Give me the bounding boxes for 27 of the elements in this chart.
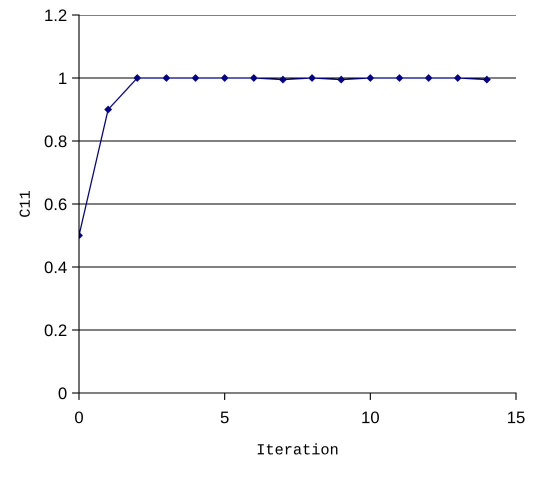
point (396, 74, 404, 82)
point (221, 74, 228, 82)
y-tick-label: 1 (59, 72, 66, 84)
point (134, 74, 141, 82)
x-tick-label: 5 (220, 412, 229, 424)
x-axis-title: Iteration (258, 443, 338, 454)
point (424, 74, 432, 82)
point (338, 76, 345, 84)
point (366, 74, 374, 82)
y-tick-label: 0.2 (44, 324, 66, 336)
y-tick-label: 1.2 (45, 9, 66, 22)
point (483, 76, 491, 84)
y-tick-label: 0.4 (44, 261, 67, 274)
point (192, 74, 200, 82)
point (279, 76, 287, 84)
point (454, 74, 462, 82)
point (308, 74, 316, 82)
y-tick-label: 0.8 (44, 135, 66, 148)
point (250, 74, 258, 82)
x-tick-label: 15 (508, 412, 525, 424)
x-tick-label: 0 (75, 411, 83, 424)
point (104, 106, 112, 114)
y-tick-label: 0 (58, 387, 67, 400)
x-tick-label: 10 (362, 411, 379, 424)
y-tick-label: 0.6 (44, 198, 66, 210)
y-axis-title: C11 (20, 190, 30, 217)
point (162, 74, 170, 82)
